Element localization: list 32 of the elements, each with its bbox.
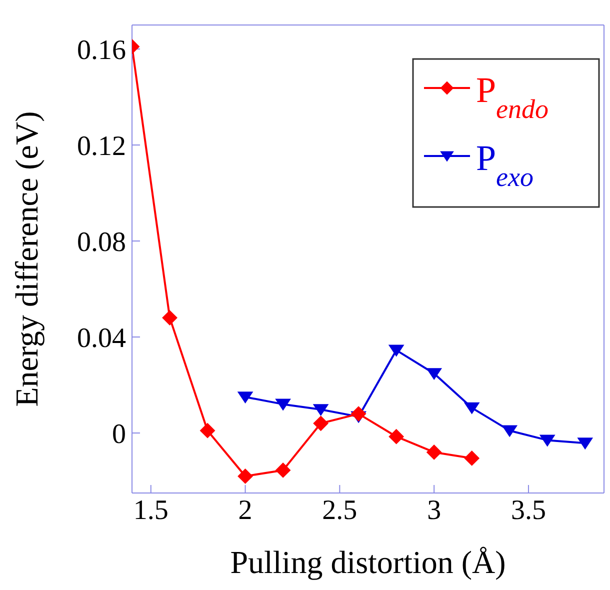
point: [388, 344, 404, 356]
point: [502, 425, 518, 437]
legend-label: P$_{exo}$: [476, 138, 534, 192]
y-tick-label: 0.08: [77, 226, 126, 258]
point: [426, 444, 442, 460]
x-tick-label: 2: [238, 494, 252, 526]
x-tick-label: 3: [427, 494, 442, 526]
y-tick-label: 0.12: [77, 130, 126, 162]
legend-label: P$_{endo}$: [476, 70, 549, 124]
point: [162, 310, 178, 326]
y-tick-label: 0.16: [77, 34, 126, 66]
point: [351, 406, 366, 422]
x-axis-title: Pulling distortion (Å): [230, 544, 506, 580]
point: [200, 423, 216, 438]
point: [276, 398, 291, 410]
point: [388, 429, 404, 444]
point: [426, 368, 442, 380]
point: [578, 438, 593, 450]
x-tick-label: 1.5: [133, 494, 168, 526]
point: [313, 404, 328, 416]
x-tick-label: 2.5: [322, 494, 358, 526]
point: [313, 416, 328, 431]
point: [276, 462, 291, 478]
y-tick-label: 0.04: [77, 322, 126, 354]
y-tick-label: 0: [112, 418, 126, 450]
y-axis-title: Energy difference (eV): [8, 111, 44, 407]
point: [540, 434, 555, 446]
point: [238, 468, 253, 484]
point: [464, 450, 480, 466]
point: [464, 402, 480, 414]
x-tick-label: 3.5: [510, 494, 546, 526]
point: [238, 392, 253, 404]
